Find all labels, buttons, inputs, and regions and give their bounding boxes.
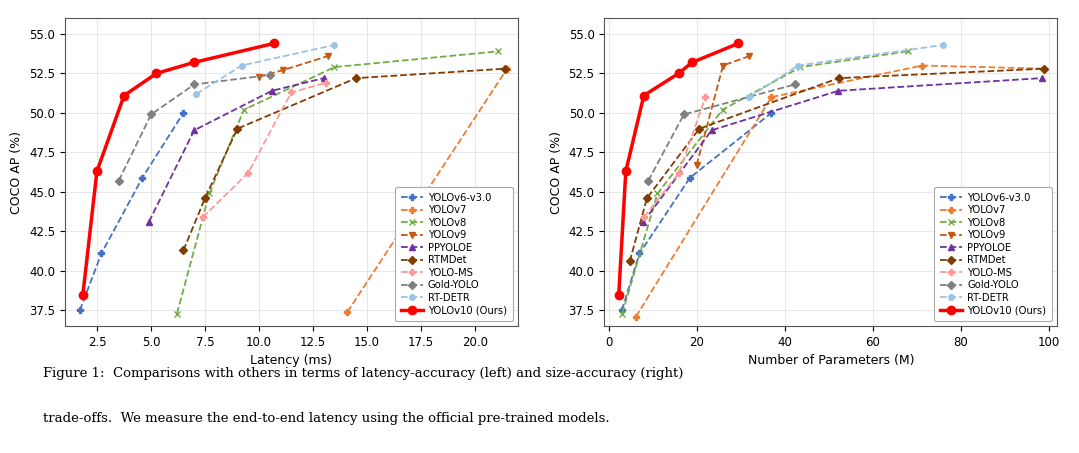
Text: Figure 1:  Comparisons with others in terms of latency-accuracy (left) and size-: Figure 1: Comparisons with others in ter…: [43, 367, 683, 380]
Text: trade-offs.  We measure the end-to-end latency using the official pre-trained mo: trade-offs. We measure the end-to-end la…: [43, 412, 610, 425]
X-axis label: Number of Parameters (M): Number of Parameters (M): [748, 354, 914, 367]
Legend: YOLOv6-v3.0, YOLOv7, YOLOv8, YOLOv9, PPYOLOE, RTMDet, YOLO-MS, Gold-YOLO, RT-DET: YOLOv6-v3.0, YOLOv7, YOLOv8, YOLOv9, PPY…: [934, 187, 1052, 321]
Y-axis label: COCO AP (%): COCO AP (%): [550, 130, 563, 214]
Legend: YOLOv6-v3.0, YOLOv7, YOLOv8, YOLOv9, PPYOLOE, RTMDet, YOLO-MS, Gold-YOLO, RT-DET: YOLOv6-v3.0, YOLOv7, YOLOv8, YOLOv9, PPY…: [395, 187, 513, 321]
X-axis label: Latency (ms): Latency (ms): [250, 354, 332, 367]
Y-axis label: COCO AP (%): COCO AP (%): [11, 130, 24, 214]
